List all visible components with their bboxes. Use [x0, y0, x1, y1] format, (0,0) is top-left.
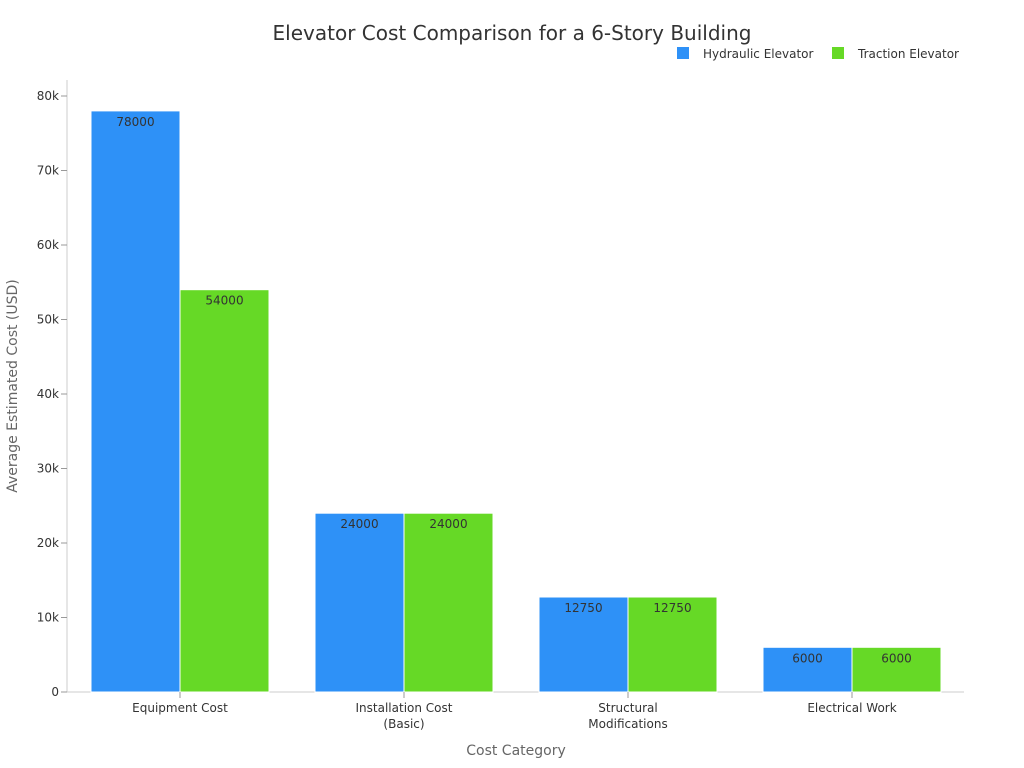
- legend-label-traction: Traction Elevator: [857, 47, 959, 61]
- bar-traction: [851, 646, 942, 693]
- legend-label-hydraulic: Hydraulic Elevator: [703, 47, 814, 61]
- x-tick-label: Installation Cost (Basic): [356, 701, 453, 731]
- legend: Hydraulic Elevator Traction Elevator: [677, 47, 959, 61]
- x-ticks: Equipment Cost Installation Cost (Basic) St…: [132, 692, 897, 731]
- bar-value-label: 6000: [792, 651, 823, 665]
- bar-labels: 78000 24000 12750 6000 54000 24000 12750 6000: [116, 115, 911, 665]
- x-tick-label: Equipment Cost: [132, 701, 228, 715]
- y-tick-label: 0: [51, 685, 59, 699]
- y-tick-label: 60k: [37, 238, 59, 252]
- y-tick-label: 30k: [37, 462, 59, 476]
- y-tick-label: 70k: [37, 164, 59, 178]
- bar-hydraulic: [762, 646, 853, 693]
- x-tick-label: Electrical Work: [807, 701, 896, 715]
- y-tick-label: 10k: [37, 611, 59, 625]
- x-axis-title: Cost Category: [466, 743, 566, 759]
- y-tick-label: 50k: [37, 313, 59, 327]
- bar-traction: [179, 289, 270, 693]
- bar-hydraulic: [90, 110, 181, 693]
- bar-value-label: 6000: [881, 651, 912, 665]
- bar-value-label: 12750: [564, 601, 602, 615]
- bar-value-label: 12750: [653, 601, 691, 615]
- legend-swatch-traction: [832, 47, 844, 59]
- bar-hydraulic: [314, 512, 405, 693]
- bar-traction: [627, 596, 718, 693]
- y-tick-label: 20k: [37, 536, 59, 550]
- bar-value-label: 54000: [205, 294, 243, 308]
- y-tick-label: 40k: [37, 387, 59, 401]
- bar-hydraulic: [538, 596, 629, 693]
- chart-title: Elevator Cost Comparison for a 6-Story B…: [273, 21, 752, 45]
- bar-value-label: 78000: [116, 115, 154, 129]
- legend-swatch-hydraulic: [677, 47, 689, 59]
- bar-value-label: 24000: [340, 517, 378, 531]
- y-axis-title: Average Estimated Cost (USD): [5, 279, 21, 493]
- bars: [90, 110, 942, 693]
- x-tick-label: Structural Modifications: [588, 701, 667, 731]
- bar-value-label: 24000: [429, 517, 467, 531]
- y-tick-label: 80k: [37, 89, 59, 103]
- y-ticks: 0 10k 20k 30k 40k 50k 60k 70k 80k: [37, 89, 67, 699]
- bar-traction: [403, 512, 494, 693]
